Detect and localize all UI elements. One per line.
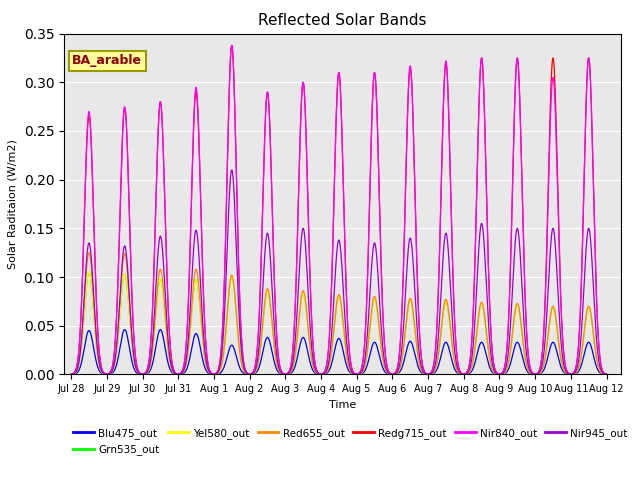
Title: Reflected Solar Bands: Reflected Solar Bands	[258, 13, 427, 28]
Text: BA_arable: BA_arable	[72, 54, 142, 67]
Legend: Blu475_out, Grn535_out, Yel580_out, Red655_out, Redg715_out, Nir840_out, Nir945_: Blu475_out, Grn535_out, Yel580_out, Red6…	[69, 424, 632, 459]
Y-axis label: Solar Raditaion (W/m2): Solar Raditaion (W/m2)	[8, 139, 18, 269]
X-axis label: Time: Time	[329, 400, 356, 409]
